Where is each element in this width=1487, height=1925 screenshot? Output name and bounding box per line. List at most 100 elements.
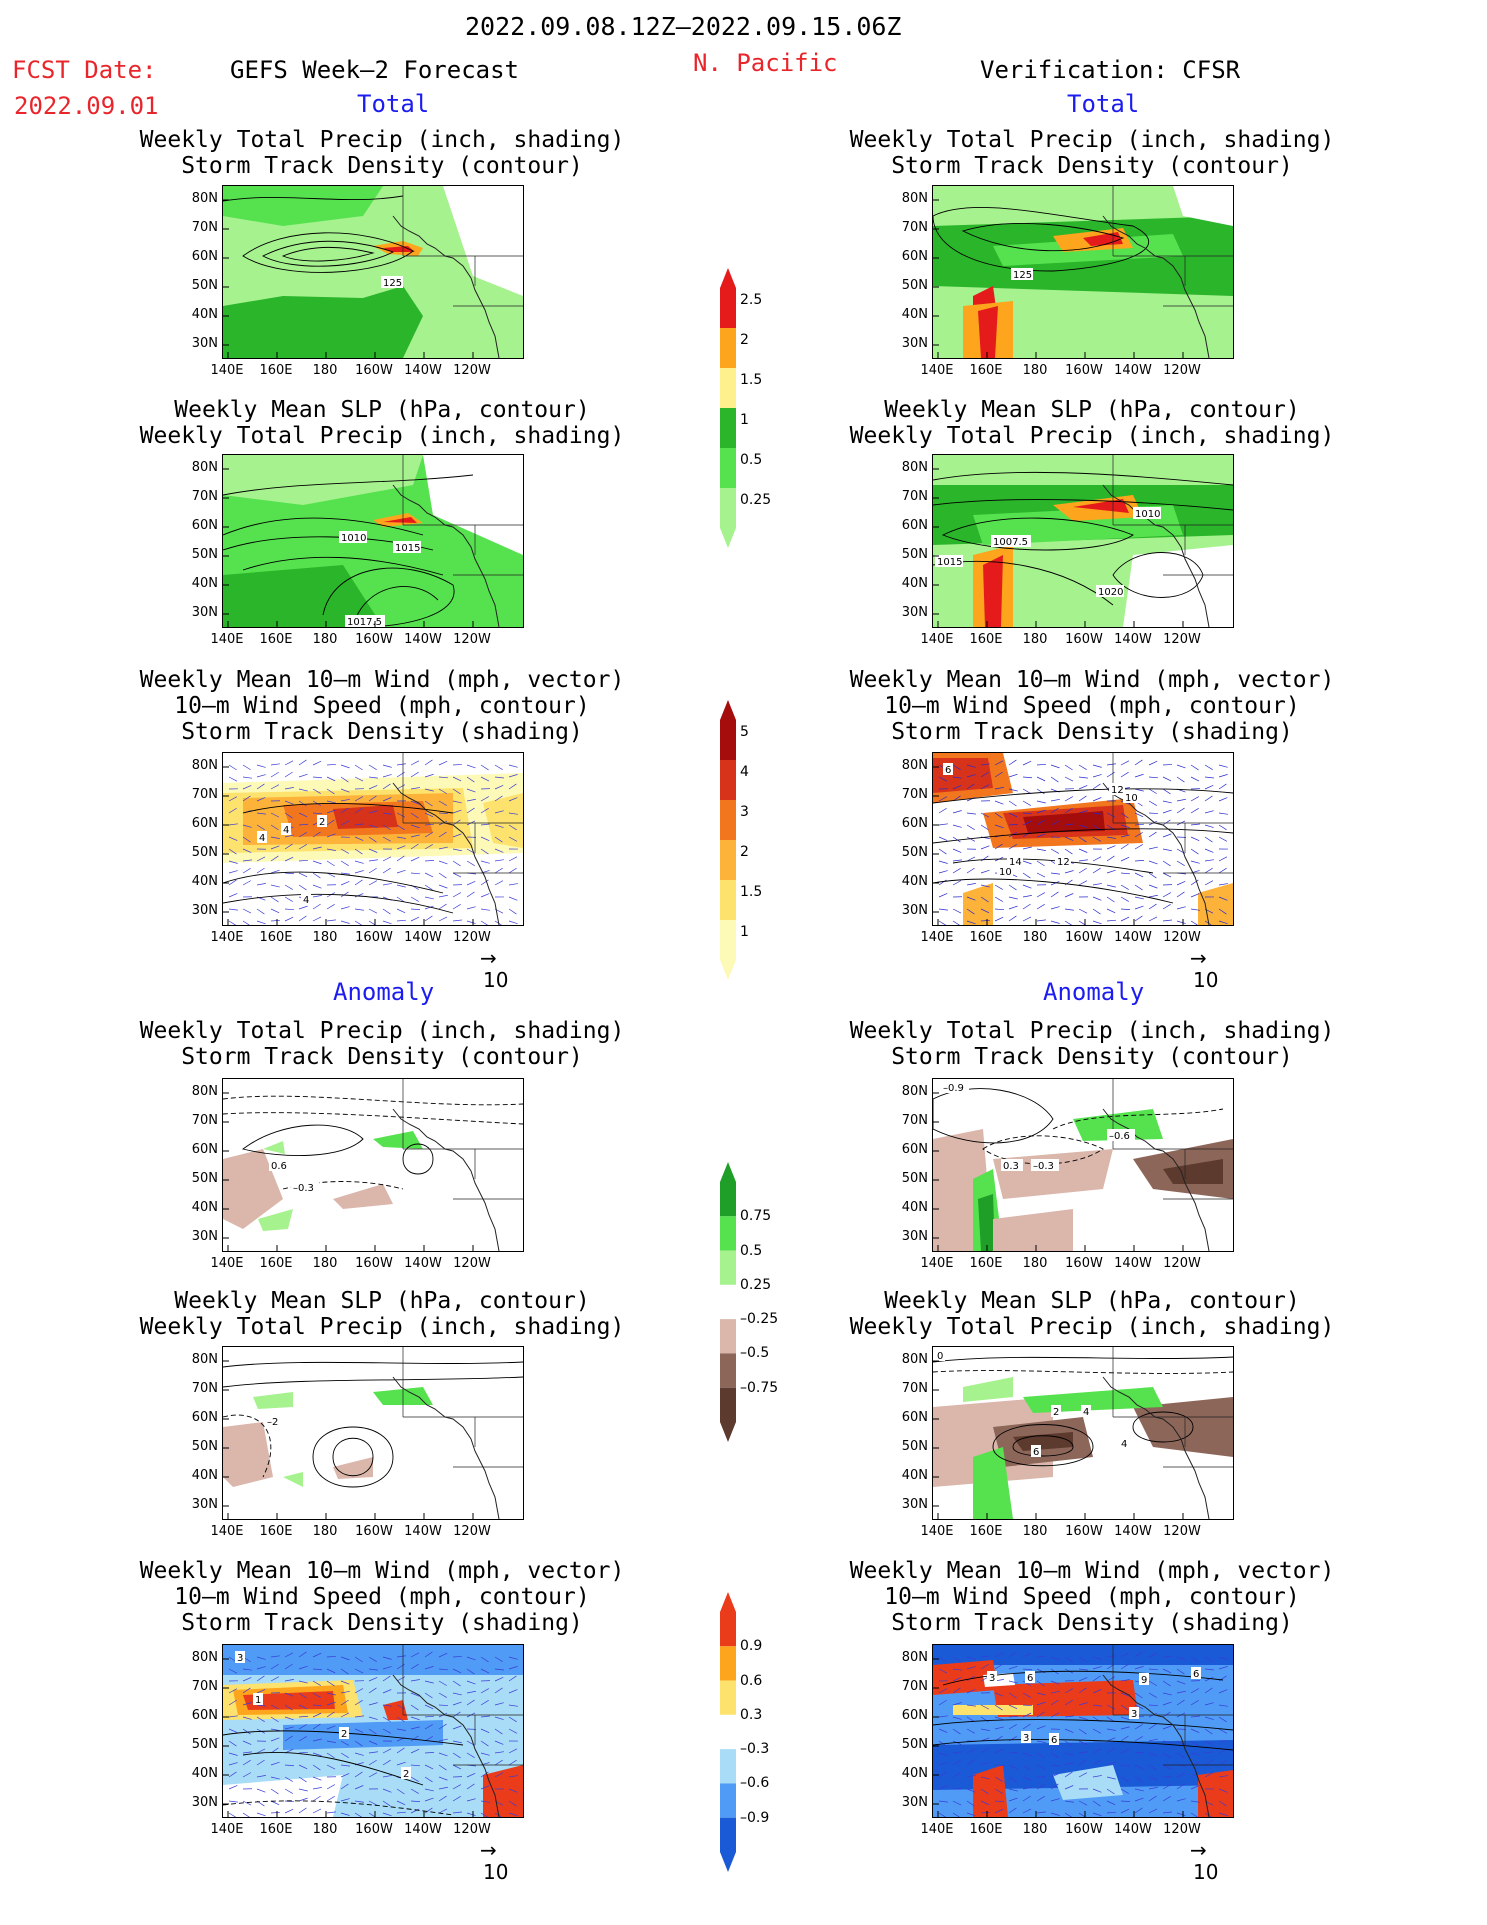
wind-vector xyxy=(1106,1788,1115,1795)
wind-vector xyxy=(312,788,321,794)
wind-vector xyxy=(466,1783,475,1790)
lon-tick-label: 160W xyxy=(1065,1524,1103,1539)
wind-vector xyxy=(452,809,462,814)
wind-vector xyxy=(284,916,294,922)
colorbar-label: 0.5 xyxy=(740,452,763,468)
wind-vector xyxy=(1148,800,1157,806)
colorbar-cap xyxy=(720,1852,736,1872)
wind-vector xyxy=(396,784,406,790)
section-total-right: Total xyxy=(1067,90,1140,118)
wind-vector xyxy=(1106,1728,1116,1731)
colorbar-segment xyxy=(720,1319,736,1354)
wind-vector xyxy=(256,1812,266,1817)
wind-vector xyxy=(242,1772,252,1778)
wind-vector xyxy=(966,1759,975,1766)
wind-vector xyxy=(966,1775,976,1778)
lon-tick-label: 160E xyxy=(969,632,1003,647)
wind-vector xyxy=(438,1738,448,1742)
wind-vector xyxy=(1050,872,1060,875)
wind-vector xyxy=(424,759,433,766)
wind-vector xyxy=(438,1786,448,1790)
wind-vector xyxy=(1204,785,1214,790)
wind-vector xyxy=(1008,896,1018,900)
wind-vector xyxy=(270,1655,280,1658)
shading-band xyxy=(963,883,993,925)
wind-vector xyxy=(1064,1771,1073,1778)
wind-vector xyxy=(1064,764,1073,771)
wind-vector xyxy=(452,776,462,782)
wind-vector xyxy=(1036,1725,1046,1730)
wind-vector xyxy=(1022,1787,1032,1790)
wind-vector xyxy=(1162,1796,1171,1802)
wind-vector xyxy=(994,800,1004,805)
wind-vector xyxy=(256,1716,265,1723)
wind-vector xyxy=(1134,896,1144,900)
wind-vector xyxy=(980,812,990,818)
wind-vector xyxy=(1078,1656,1087,1663)
colorbar-cap xyxy=(720,528,736,548)
wind-vector xyxy=(480,1728,490,1733)
wind-vector xyxy=(424,800,433,807)
wind-vector xyxy=(1204,859,1214,862)
wind-vector xyxy=(410,824,420,829)
wind-vector xyxy=(410,1692,420,1697)
wind-vector xyxy=(228,836,238,841)
wind-vector xyxy=(382,1689,392,1694)
wind-vector xyxy=(1078,880,1088,886)
colorbar-segment xyxy=(720,920,736,960)
wind-vector xyxy=(284,1652,294,1658)
lon-tick-label: 120W xyxy=(1163,1822,1201,1837)
wind-vector xyxy=(1036,1701,1046,1706)
wind-vector xyxy=(994,1800,1005,1803)
colorbar-label: –0.75 xyxy=(740,1379,779,1396)
shading-band xyxy=(223,1645,523,1675)
contour-label: 6 xyxy=(945,765,951,776)
wind-vector xyxy=(980,908,990,914)
shading-band xyxy=(283,1472,303,1487)
wind-vector xyxy=(312,1723,321,1730)
wind-vector xyxy=(340,1798,350,1802)
wind-vector xyxy=(1050,1690,1060,1694)
shading-band xyxy=(243,1691,335,1710)
lon-tick-label: 140E xyxy=(920,1822,954,1837)
wind-vector xyxy=(980,1728,990,1731)
contour-label: 1010 xyxy=(1135,509,1160,520)
wind-vector xyxy=(952,836,961,843)
wind-vector xyxy=(1008,1692,1017,1699)
lon-tick-label: 140W xyxy=(1114,1822,1152,1837)
wind-vector xyxy=(1134,759,1143,766)
wind-vector xyxy=(396,824,405,831)
colorbar-label: 0.75 xyxy=(740,1208,772,1225)
wind-vector xyxy=(228,776,238,782)
wind-vector xyxy=(424,1764,434,1770)
contour-label-bg xyxy=(401,1767,411,1779)
contour-label-bg xyxy=(935,555,963,567)
colorbar-segment xyxy=(720,1387,736,1422)
vector-ref-value: 10 xyxy=(483,1860,509,1884)
wind-vector xyxy=(368,836,377,843)
wind-vector xyxy=(1050,1798,1060,1802)
wind-vector xyxy=(1050,807,1059,814)
wind-vector xyxy=(228,796,238,802)
wind-vector xyxy=(270,1704,280,1710)
wind-vector xyxy=(1036,1811,1046,1814)
wind-vector xyxy=(938,1771,947,1778)
wind-vector xyxy=(1022,884,1032,889)
wind-vector xyxy=(340,1783,349,1790)
wind-vector xyxy=(938,920,947,925)
coastline xyxy=(1102,215,1210,358)
wind-vector xyxy=(228,920,237,925)
map-cfsr-anom-wind: 3 6 9 6 3 3 6 xyxy=(932,1644,1234,1818)
wind-vector xyxy=(410,1679,420,1682)
wind-vector xyxy=(284,834,294,838)
coastline xyxy=(392,1376,500,1519)
contour-label: 125 xyxy=(1013,270,1032,281)
wind-vector xyxy=(1204,1668,1214,1671)
colorbar-label: 2.5 xyxy=(740,292,763,308)
lat-tick-label: 40N xyxy=(191,307,218,322)
wind-vector xyxy=(994,1764,1004,1767)
wind-vector xyxy=(270,1716,279,1723)
lon-tick-label: 140W xyxy=(1114,363,1152,378)
wind-vector xyxy=(952,776,962,779)
wind-vector xyxy=(1036,1795,1045,1802)
